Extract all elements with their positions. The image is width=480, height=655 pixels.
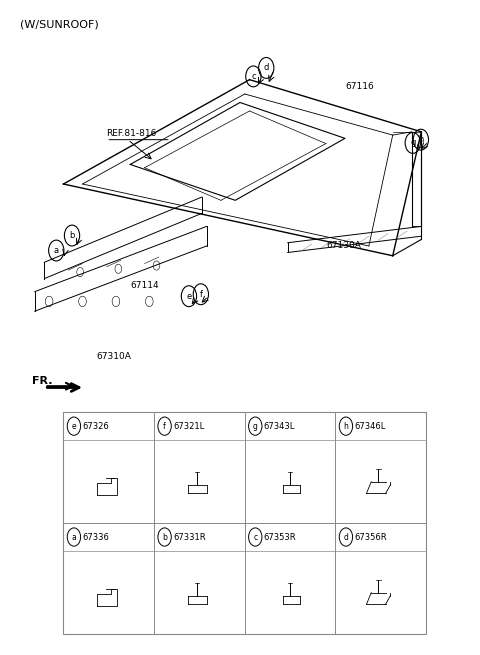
Text: 67310A: 67310A [97,352,132,362]
Text: 67116: 67116 [345,82,374,90]
Text: f: f [163,422,166,430]
Text: 67326: 67326 [83,422,109,430]
Text: g: g [253,422,258,430]
Text: b: b [69,231,75,240]
Text: 67346L: 67346L [355,422,386,430]
Text: 67353R: 67353R [264,533,297,542]
Bar [63,412,426,634]
Text: REF.81-816: REF.81-816 [107,129,157,138]
Text: d: d [344,533,348,542]
Text: g: g [410,138,416,147]
Text: e: e [72,422,76,430]
Text: 67130A: 67130A [326,242,361,250]
Text: a: a [72,533,76,542]
Text: 67336: 67336 [83,533,109,542]
Text: 67343L: 67343L [264,422,295,430]
Text: h: h [418,135,423,144]
Text: (W/SUNROOF): (W/SUNROOF) [21,20,99,29]
Text: h: h [344,422,348,430]
Text: 67356R: 67356R [355,533,387,542]
Text: d: d [264,64,269,73]
Text: c: c [253,533,257,542]
Text: f: f [199,290,203,299]
Text: a: a [54,246,59,255]
Text: 67331R: 67331R [173,533,206,542]
Text: FR.: FR. [33,376,53,386]
Text: e: e [186,291,192,301]
Text: 67114: 67114 [130,280,159,290]
Text: 67321L: 67321L [173,422,204,430]
Text: b: b [162,533,167,542]
FancyArrowPatch shape [47,383,72,390]
Text: c: c [251,72,256,81]
